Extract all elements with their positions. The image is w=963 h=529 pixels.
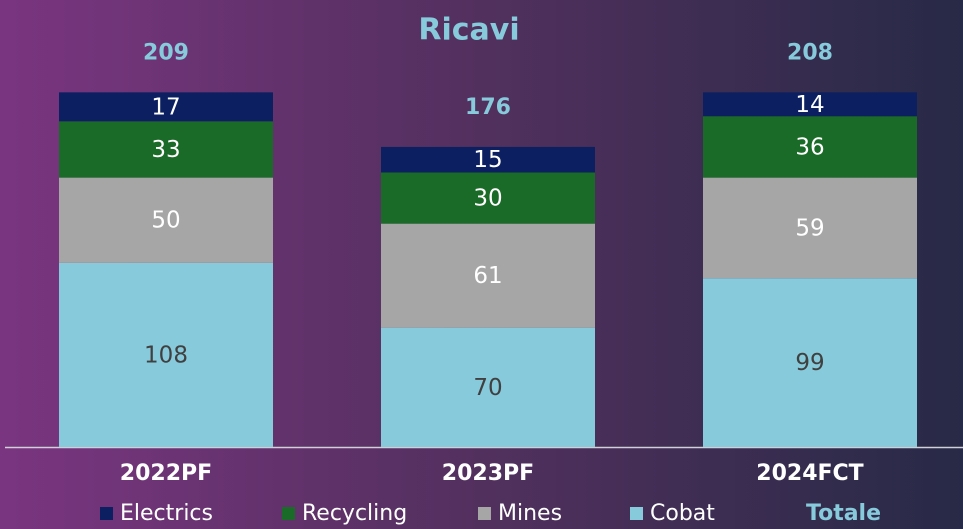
bar-segment — [703, 278, 917, 447]
legend-label: Mines — [498, 501, 562, 526]
data-label: 108 — [144, 342, 188, 368]
total-label: 176 — [465, 95, 511, 120]
legend-marker — [630, 507, 643, 520]
x-tick-label: 2023PF — [442, 461, 534, 486]
data-label: 50 — [151, 208, 180, 234]
legend-total: Totale — [806, 501, 881, 526]
data-label: 70 — [473, 375, 502, 401]
x-tick-label: 2022PF — [120, 461, 212, 486]
total-label: 208 — [787, 40, 833, 65]
data-label: 36 — [795, 134, 824, 160]
bar-segment — [381, 327, 595, 447]
bar-segment — [703, 177, 917, 279]
bar-segment — [59, 177, 273, 263]
legend-label: Electrics — [120, 501, 213, 526]
legend-label: Recycling — [302, 501, 407, 526]
data-label: 14 — [795, 92, 824, 118]
total-label: 209 — [143, 40, 189, 65]
data-label: 15 — [473, 147, 502, 173]
bar-segment — [703, 116, 917, 178]
data-label: 99 — [795, 350, 824, 376]
legend-marker — [100, 507, 113, 520]
bar-segment — [381, 172, 595, 224]
legend-marker — [478, 507, 491, 520]
data-label: 59 — [795, 215, 824, 241]
bar-segment — [59, 121, 273, 178]
bar-segment — [381, 146, 595, 173]
data-label: 30 — [473, 186, 502, 212]
bar-segment — [703, 92, 917, 117]
data-label: 61 — [473, 263, 502, 289]
x-tick-label: 2024FCT — [756, 461, 863, 486]
bar-segment — [59, 92, 273, 122]
bar-segment — [59, 262, 273, 447]
chart-title: Ricavi — [418, 13, 519, 48]
bar-segment — [381, 223, 595, 328]
legend-marker — [282, 507, 295, 520]
data-label: 33 — [151, 137, 180, 163]
legend-label: Cobat — [650, 501, 715, 526]
data-label: 17 — [151, 94, 180, 120]
